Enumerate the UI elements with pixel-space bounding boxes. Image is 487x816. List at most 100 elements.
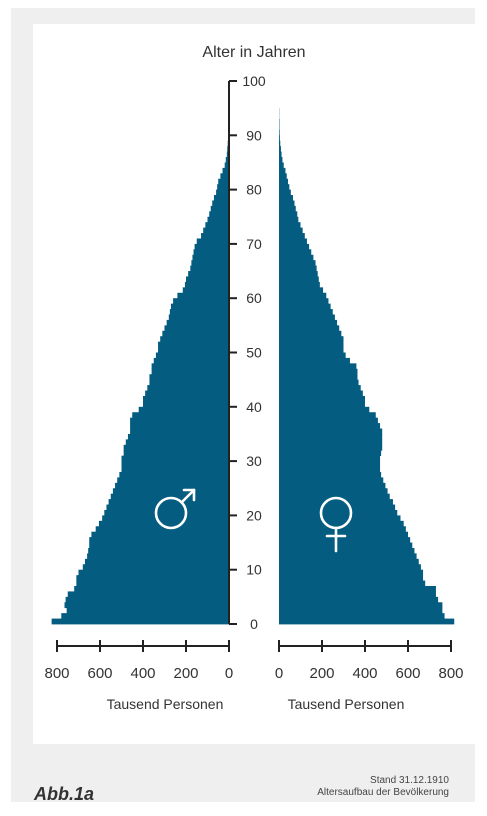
- female-bar-age-2: [279, 607, 443, 614]
- female-bar-age-22: [279, 499, 393, 505]
- male-bar-age-34: [127, 433, 229, 440]
- female-bar-age-10: [279, 564, 421, 571]
- male-bar-age-42: [145, 390, 229, 397]
- female-bar-age-46: [279, 368, 358, 375]
- female-bar-age-47: [279, 363, 357, 370]
- male-bar-age-28: [121, 466, 229, 473]
- male-bar-age-25: [115, 482, 229, 489]
- female-bar-age-16: [279, 531, 408, 538]
- male-bar-age-20: [104, 509, 229, 516]
- female-bar-age-62: [279, 281, 320, 288]
- figure-label: Abb.1a: [34, 784, 95, 804]
- female-bar-age-90: [279, 129, 280, 136]
- male-bar-age-54: [164, 325, 229, 332]
- female-bar-age-86: [279, 151, 282, 158]
- female-bar-age-14: [279, 542, 413, 549]
- age-tick-label-50: 50: [246, 345, 262, 361]
- male-bar-age-79: [216, 189, 229, 196]
- female-bar-age-26: [279, 477, 384, 484]
- female-bar-age-48: [279, 357, 350, 364]
- female-bar-age-76: [279, 205, 296, 212]
- population-pyramid-chart: Alter in Jahren 0 10 20 30 40 50 60 70 80 90 100 0…: [44, 44, 464, 712]
- female-bar-age-78: [279, 195, 293, 201]
- female-bar-age-27: [279, 471, 382, 478]
- female-bar-age-18: [279, 520, 404, 527]
- male-bar-age-35: [130, 428, 229, 435]
- female-bar-age-61: [279, 287, 324, 294]
- age-axis: [228, 80, 237, 625]
- female-x-tick-label-0: 0: [275, 665, 283, 682]
- male-bar-age-11: [84, 558, 229, 565]
- male-bar-age-5: [67, 591, 229, 598]
- female-bar-age-80: [279, 184, 290, 190]
- caption-text: Altersaufbau der Bevölkerung: [317, 787, 449, 798]
- female-bar-age-11: [279, 558, 419, 565]
- female-bar-age-21: [279, 504, 396, 511]
- female-bar-age-5: [279, 591, 436, 598]
- male-bar-age-86: [226, 151, 229, 158]
- female-bar-age-25: [279, 482, 386, 489]
- male-bar-age-60: [177, 292, 229, 299]
- male-bar-age-73: [205, 222, 229, 229]
- age-tick-label-90: 90: [246, 127, 262, 143]
- female-x-tick-label-800: 800: [438, 665, 463, 682]
- male-bar-age-45: [149, 374, 229, 381]
- age-tick-label-10: 10: [246, 562, 262, 578]
- male-bar-age-37: [130, 417, 229, 424]
- female-bar-age-3: [279, 602, 443, 609]
- female-bar-age-56: [279, 314, 335, 321]
- male-bar-age-29: [121, 461, 229, 467]
- female-bar-age-81: [279, 178, 289, 185]
- female-symbol: [319, 496, 353, 553]
- female-bar-age-34: [279, 433, 383, 440]
- male-bar-age-33: [125, 439, 229, 446]
- male-bar-age-15: [89, 537, 229, 543]
- female-x-tick-label-400: 400: [352, 665, 377, 682]
- female-bar-age-52: [279, 336, 344, 343]
- male-bar-age-32: [123, 444, 229, 451]
- age-tick-label-0: 0: [250, 616, 258, 632]
- male-bar-age-1: [61, 613, 229, 619]
- female-bar-age-36: [279, 423, 381, 429]
- male-x-tick-label-0: 0: [225, 665, 233, 682]
- male-bar-age-17: [95, 526, 229, 533]
- male-bar-age-3: [64, 602, 230, 609]
- female-bar-age-89: [279, 135, 280, 142]
- female-bar-age-57: [279, 309, 333, 315]
- female-bar-age-13: [279, 547, 415, 554]
- male-bar-age-31: [123, 450, 229, 457]
- male-bar-age-78: [213, 195, 229, 201]
- male-x-tick-label-400: 400: [130, 665, 155, 682]
- male-bar-age-8: [76, 575, 229, 581]
- female-bar-age-54: [279, 325, 340, 332]
- female-bar-age-83: [279, 167, 286, 174]
- female-bar-age-51: [279, 341, 344, 348]
- female-bar-age-71: [279, 233, 305, 239]
- male-bar-age-69: [194, 243, 229, 250]
- female-bar-age-82: [279, 173, 287, 180]
- chart-panel: Alter in Jahren 0 10 20 30 40 50 60 70 80 90 100 0…: [33, 24, 475, 744]
- female-bar-age-9: [279, 569, 424, 576]
- male-bar-age-22: [108, 499, 229, 505]
- female-x-axis: 0 200 400 600 800: [275, 640, 464, 682]
- male-bar-age-44: [149, 379, 229, 386]
- female-bar-age-65: [279, 265, 317, 272]
- male-bar-age-47: [151, 363, 229, 370]
- female-bar-age-39: [279, 406, 370, 413]
- female-bar-age-66: [279, 260, 316, 267]
- male-bar-age-74: [207, 216, 229, 223]
- female-bar-age-1: [279, 613, 445, 619]
- male-bar-age-41: [143, 395, 229, 402]
- male-bar-age-9: [78, 569, 229, 576]
- female-bar-age-53: [279, 330, 342, 337]
- female-bar-age-0: [279, 618, 455, 625]
- female-bar-age-58: [279, 303, 331, 310]
- male-bar-age-76: [210, 205, 229, 212]
- male-bar-age-61: [182, 287, 229, 294]
- male-bar-age-52: [160, 336, 229, 343]
- male-bar-age-80: [217, 184, 229, 190]
- female-bar-age-43: [279, 385, 361, 391]
- female-bar-age-88: [279, 140, 281, 147]
- male-bar-age-38: [132, 412, 229, 419]
- female-bar-age-60: [279, 292, 327, 299]
